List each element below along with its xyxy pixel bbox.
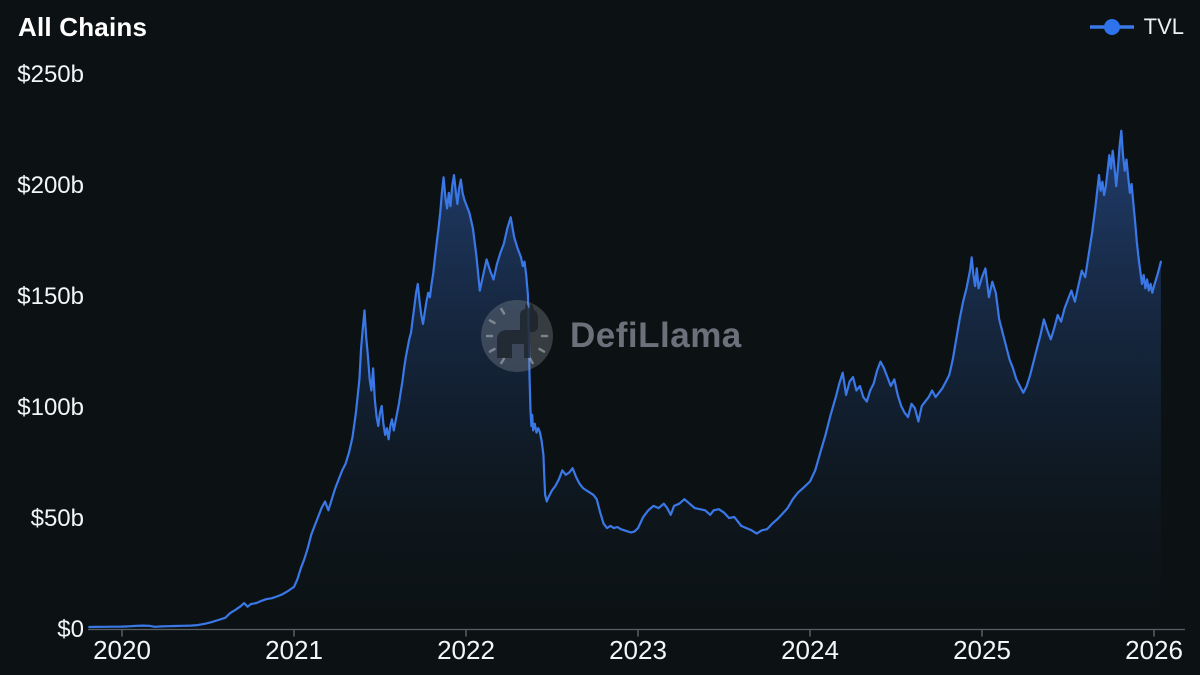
y-axis-label: $250b [17,61,84,88]
x-axis-label: 2023 [609,635,667,665]
x-axis-label: 2020 [93,635,151,665]
tvl-area-fill [89,130,1161,629]
y-axis-label: $0 [57,616,84,643]
x-axis-label: 2021 [265,635,323,665]
y-axis-label: $50b [31,505,84,532]
y-axis-label: $150b [17,283,84,310]
chart-title: All Chains [18,12,148,42]
legend-line-dot-icon [1089,19,1134,35]
x-axis-label: 2022 [437,635,495,665]
x-axis-label: 2024 [781,635,839,665]
x-axis-label: 2026 [1125,635,1183,665]
y-axis-label: $100b [17,394,84,421]
legend-item-tvl[interactable]: TVL [1089,14,1184,40]
tvl-line-series [88,129,1162,629]
x-axis-label: 2025 [953,635,1011,665]
y-axis-label: $200b [17,172,84,199]
legend-label: TVL [1143,14,1184,39]
